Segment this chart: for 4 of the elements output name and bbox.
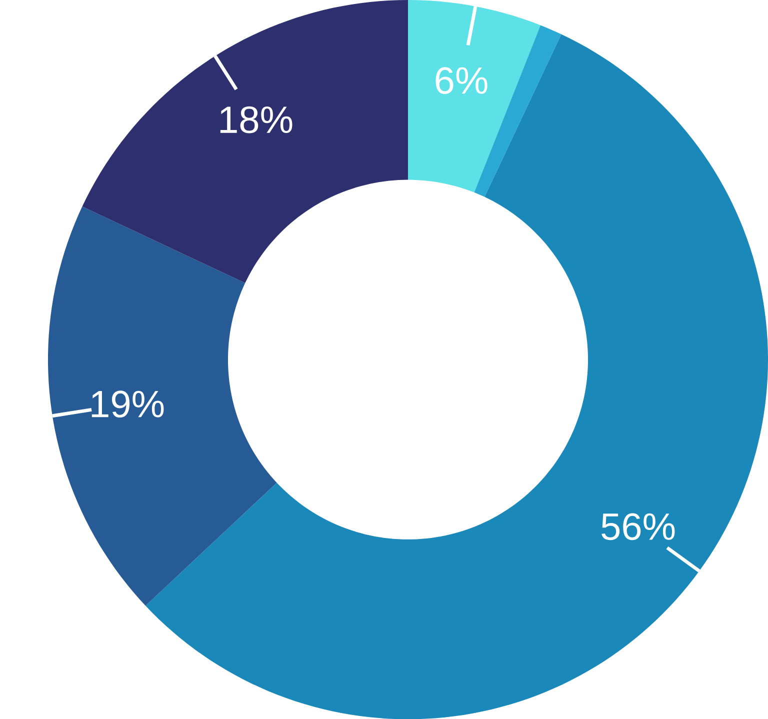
data-label: 6% (436, 67, 488, 94)
data-label: 56% (602, 513, 675, 540)
data-label: 19% (92, 390, 164, 418)
data-label: 18% (220, 106, 292, 134)
